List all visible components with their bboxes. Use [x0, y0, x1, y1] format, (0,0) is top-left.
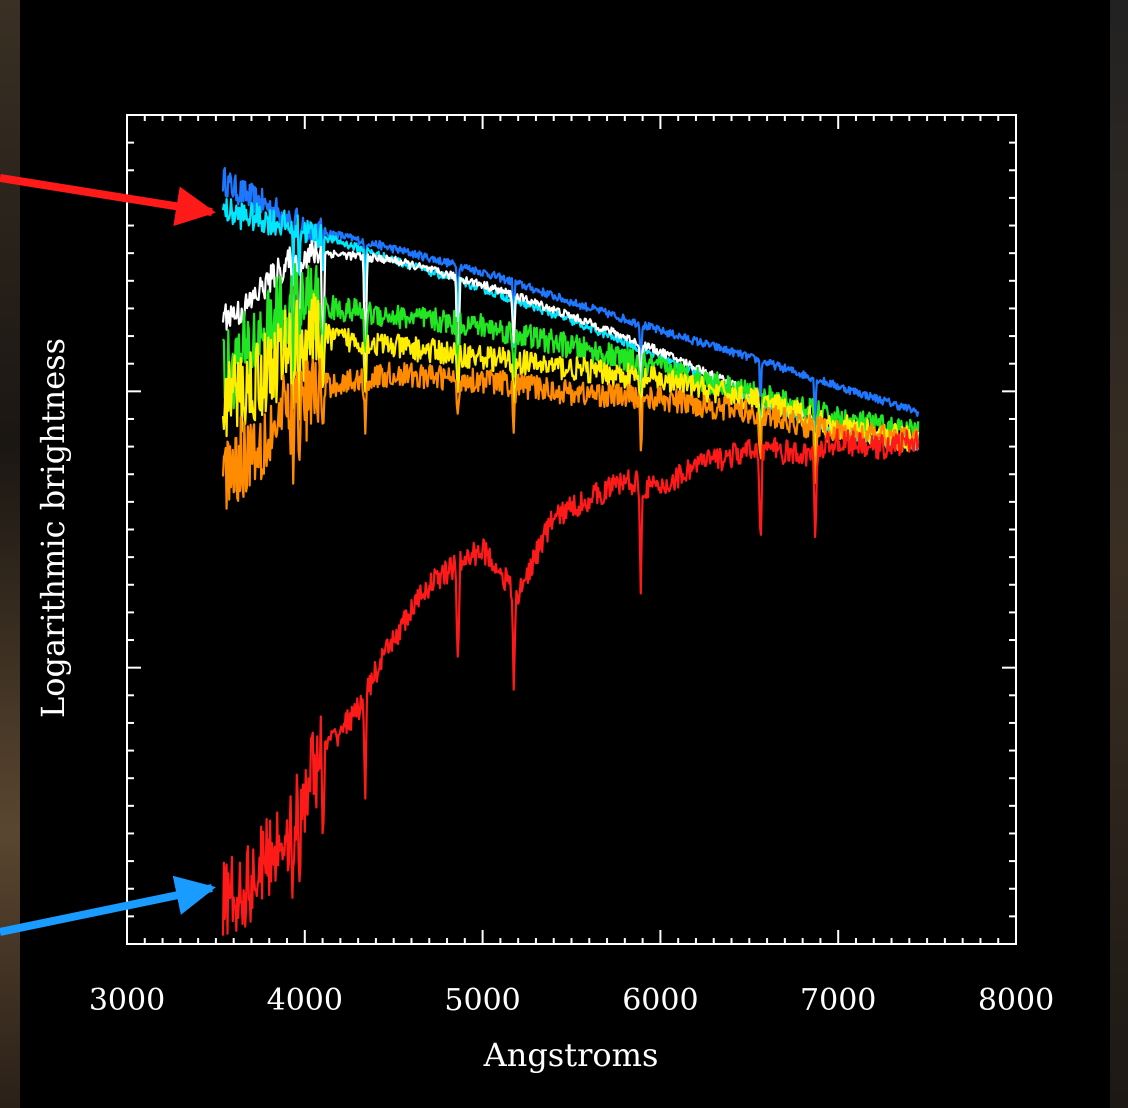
- x-tick-labels: 3000 4000 5000 6000 7000 8000: [89, 983, 1054, 1018]
- x-tick-label: 6000: [622, 983, 698, 1018]
- x-tick-label: 3000: [89, 983, 165, 1018]
- annotation-arrow-red: [0, 174, 216, 227]
- x-axis-label: Angstroms: [483, 1036, 659, 1074]
- spectrum-series-line: [221, 167, 920, 431]
- spectrum-series-line: [221, 358, 919, 510]
- x-tick-label: 5000: [444, 983, 520, 1018]
- annotation-arrow-blue: [0, 875, 216, 936]
- axis-ticks: [126, 114, 1017, 945]
- spectrum-series-line: [221, 263, 920, 462]
- x-tick-label: 4000: [267, 983, 343, 1018]
- background-strip-right: [1110, 0, 1128, 1108]
- spectrum-series-line: [221, 428, 920, 936]
- x-tick-label: 8000: [978, 983, 1054, 1018]
- y-axis-label: Logarithmic brightness: [34, 338, 72, 718]
- x-tick-label: 7000: [800, 983, 876, 1018]
- plot-frame: [126, 114, 1017, 945]
- series-layer: [221, 167, 920, 936]
- background-strip-left: [0, 0, 20, 1108]
